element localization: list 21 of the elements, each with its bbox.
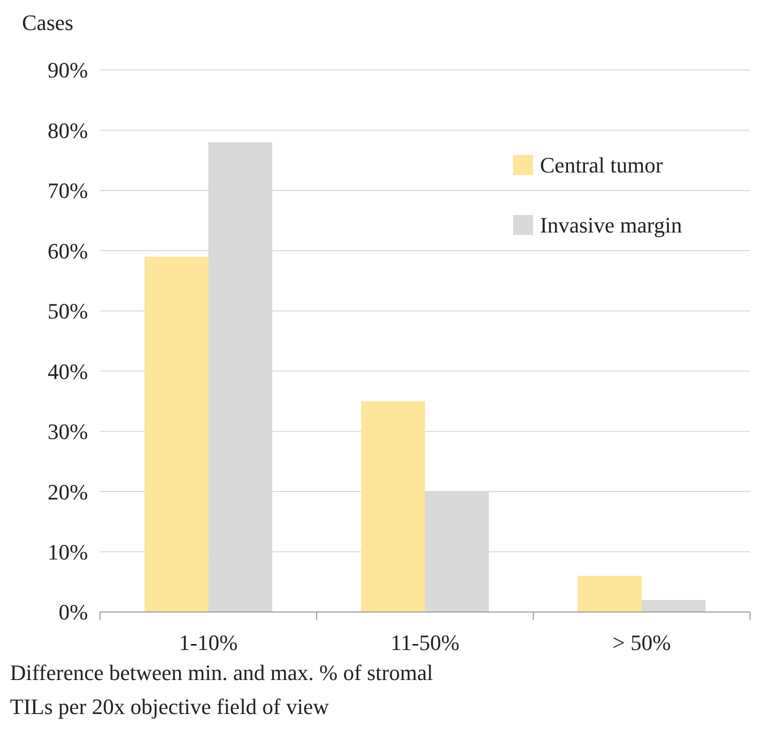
x-axis-title: Difference between min. and max. % of stromal TILs per 20x objective field of view [10, 660, 433, 719]
y-axis-title: Cases [22, 10, 74, 35]
bar [642, 600, 706, 612]
y-tick-label: 50% [48, 298, 88, 324]
x-tick-label: 11-50% [390, 630, 460, 655]
legend-label: Central tumor [540, 152, 664, 178]
bar [361, 401, 425, 612]
y-tick-label: 40% [48, 358, 88, 384]
legend-label: Invasive margin [540, 212, 682, 238]
y-tick-label: 80% [48, 118, 88, 143]
y-tick-label: 60% [48, 238, 88, 264]
x-tick-label: > 50% [612, 630, 671, 655]
y-tick-label: 70% [48, 178, 88, 204]
y-tick-label: 30% [48, 419, 88, 444]
y-tick-label: 90% [48, 58, 88, 83]
y-tick-label: 20% [48, 479, 88, 504]
bar [578, 576, 642, 612]
bar [144, 256, 208, 612]
y-tick-label: 10% [48, 539, 88, 564]
x-tick-label: 1-10% [179, 630, 238, 655]
y-tick-label: 0% [58, 600, 88, 625]
